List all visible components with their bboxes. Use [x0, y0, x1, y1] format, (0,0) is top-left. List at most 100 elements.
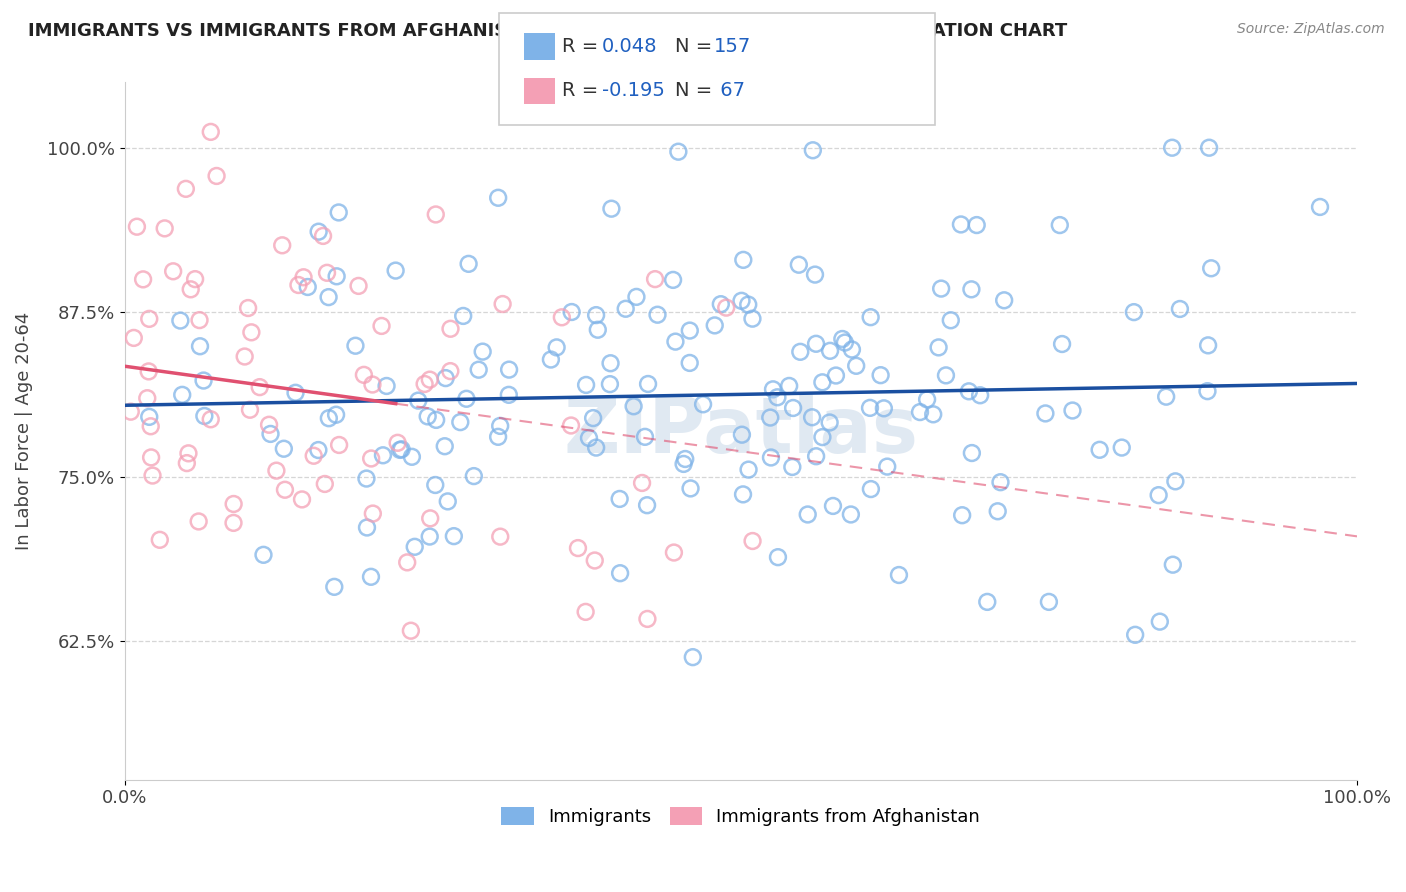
Point — [1038, 595, 1060, 609]
Point — [664, 334, 686, 349]
Point — [1197, 384, 1219, 399]
Point — [922, 407, 945, 421]
Point — [716, 301, 738, 315]
Point — [360, 451, 382, 466]
Point — [489, 418, 512, 433]
Point — [737, 297, 759, 311]
Text: -0.195: -0.195 — [602, 81, 665, 101]
Point — [371, 448, 394, 462]
Point — [425, 207, 447, 221]
Text: IMMIGRANTS VS IMMIGRANTS FROM AFGHANISTAN IN LABOR FORCE | AGE 20-64 CORRELATION: IMMIGRANTS VS IMMIGRANTS FROM AFGHANISTA… — [28, 22, 1067, 40]
Point — [801, 143, 824, 157]
Point — [193, 409, 215, 423]
Point — [928, 340, 950, 354]
Point — [489, 530, 512, 544]
Point — [236, 301, 259, 315]
Point — [318, 411, 340, 425]
Point — [1035, 406, 1057, 420]
Point — [637, 376, 659, 391]
Point — [787, 258, 810, 272]
Point — [177, 446, 200, 460]
Point — [647, 308, 669, 322]
Point — [1198, 141, 1220, 155]
Point — [766, 390, 789, 404]
Point — [1122, 305, 1144, 319]
Point — [1164, 475, 1187, 489]
Point — [831, 332, 853, 346]
Point — [939, 313, 962, 327]
Point — [631, 475, 654, 490]
Point — [551, 310, 574, 325]
Point — [1154, 390, 1177, 404]
Point — [291, 492, 314, 507]
Point — [132, 272, 155, 286]
Text: N =: N = — [675, 37, 718, 56]
Point — [308, 225, 330, 239]
Point — [471, 344, 494, 359]
Point — [325, 269, 347, 284]
Point — [1199, 261, 1222, 276]
Point — [990, 475, 1012, 490]
Point — [456, 392, 478, 406]
Point — [205, 169, 228, 183]
Point — [360, 570, 382, 584]
Point — [993, 293, 1015, 308]
Point — [731, 487, 754, 501]
Point — [950, 508, 973, 523]
Point — [561, 305, 583, 319]
Point — [876, 459, 898, 474]
Point — [710, 297, 733, 311]
Point — [451, 309, 474, 323]
Point — [404, 540, 426, 554]
Point — [682, 650, 704, 665]
Point — [804, 336, 827, 351]
Point — [1309, 200, 1331, 214]
Point — [859, 310, 882, 325]
Point — [138, 409, 160, 424]
Point — [583, 553, 606, 567]
Point — [257, 417, 280, 432]
Point — [200, 125, 222, 139]
Point — [662, 273, 685, 287]
Point — [180, 282, 202, 296]
Point — [274, 483, 297, 497]
Point — [169, 313, 191, 327]
Point — [406, 393, 429, 408]
Point — [193, 374, 215, 388]
Point — [419, 530, 441, 544]
Point — [233, 350, 256, 364]
Text: ZIPatlas: ZIPatlas — [564, 392, 918, 469]
Text: R =: R = — [562, 37, 605, 56]
Point — [125, 219, 148, 234]
Point — [1161, 141, 1184, 155]
Point — [796, 508, 818, 522]
Point — [356, 520, 378, 534]
Point — [818, 416, 841, 430]
Point — [1147, 488, 1170, 502]
Point — [737, 462, 759, 476]
Point — [141, 468, 163, 483]
Point — [284, 385, 307, 400]
Point — [463, 469, 485, 483]
Point — [384, 263, 406, 277]
Point — [302, 449, 325, 463]
Point — [184, 272, 207, 286]
Point — [841, 343, 863, 357]
Point — [122, 331, 145, 345]
Point — [222, 516, 245, 530]
Point — [546, 340, 568, 354]
Point — [600, 202, 623, 216]
Point — [782, 401, 804, 415]
Point — [498, 388, 520, 402]
Point — [318, 290, 340, 304]
Point — [730, 293, 752, 308]
Point — [356, 472, 378, 486]
Point — [915, 392, 938, 407]
Point — [908, 405, 931, 419]
Point — [949, 218, 972, 232]
Point — [1168, 301, 1191, 316]
Point — [361, 507, 384, 521]
Point — [679, 356, 702, 370]
Point — [759, 410, 782, 425]
Point — [575, 605, 598, 619]
